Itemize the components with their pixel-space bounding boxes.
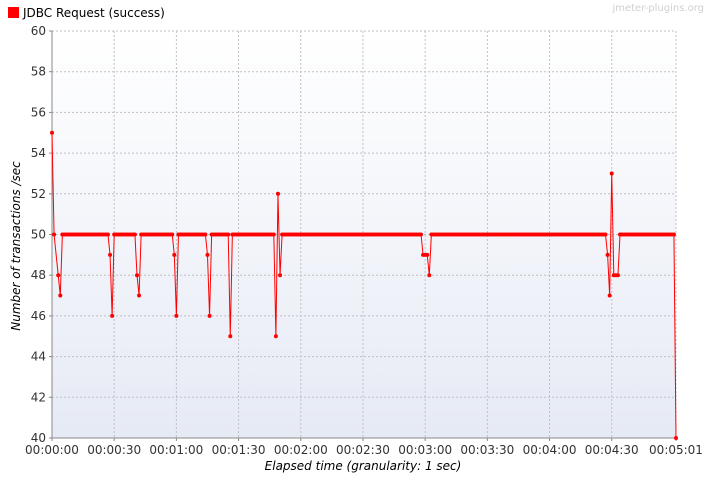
x-tick-label: 00:02:30: [336, 443, 390, 457]
y-tick-label: 60: [31, 24, 46, 38]
y-tick-label: 48: [31, 268, 46, 282]
x-axis-ticks: 00:00:00 00:00:30 00:01:00 00:01:30 00:02:00…: [25, 438, 703, 457]
y-axis-ticks: 40 42 44 46 48 50 52 54 56 58 60: [31, 24, 52, 445]
data-point: [226, 232, 231, 237]
data-point: [56, 273, 61, 278]
x-tick-label: 00:00:30: [87, 443, 141, 457]
y-tick-label: 42: [31, 390, 46, 404]
data-point: [278, 273, 283, 278]
y-tick-label: 40: [31, 431, 46, 445]
x-axis-title: Elapsed time (granularity: 1 sec): [265, 459, 462, 473]
y-tick-label: 56: [31, 105, 46, 119]
y-tick-label: 50: [31, 228, 46, 242]
data-point: [273, 334, 278, 339]
data-point: [275, 191, 280, 196]
y-tick-label: 54: [31, 146, 46, 160]
data-point: [105, 232, 110, 237]
y-axis-title: Number of transactions /sec: [9, 161, 23, 331]
data-point: [607, 293, 612, 298]
data-point: [170, 232, 175, 237]
data-point: [58, 293, 63, 298]
data-point: [174, 313, 179, 318]
x-tick-label: 00:00:00: [25, 443, 79, 457]
data-point: [135, 273, 139, 278]
x-tick-label: 00:01:00: [149, 443, 203, 457]
data-point: [172, 252, 177, 257]
data-point: [271, 232, 276, 237]
y-tick-label: 52: [31, 187, 46, 201]
watermark: jmeter-plugins.org: [611, 3, 704, 14]
data-point: [605, 252, 610, 257]
data-point: [50, 130, 54, 135]
y-tick-label: 44: [31, 350, 46, 364]
x-tick-label: 00:04:30: [585, 443, 639, 457]
data-point: [427, 273, 432, 278]
data-point: [671, 232, 676, 237]
legend-swatch: [8, 7, 19, 18]
legend-label: JDBC Request (success): [22, 6, 165, 20]
y-tick-label: 58: [31, 65, 46, 79]
data-point: [419, 232, 424, 237]
data-point: [132, 232, 137, 237]
data-point: [609, 171, 614, 176]
data-point: [52, 232, 57, 237]
data-point: [108, 252, 113, 257]
x-tick-label: 00:05:01: [649, 443, 703, 457]
data-point: [110, 313, 115, 318]
data-point: [603, 232, 608, 237]
data-point: [205, 252, 210, 257]
data-point: [207, 313, 212, 318]
data-point: [203, 232, 208, 237]
x-tick-label: 00:02:00: [274, 443, 328, 457]
x-tick-label: 00:03:00: [398, 443, 452, 457]
data-point: [615, 273, 620, 278]
y-tick-label: 46: [31, 309, 46, 323]
x-tick-label: 00:01:30: [212, 443, 266, 457]
data-point: [137, 293, 142, 298]
data-point: [674, 436, 678, 440]
series-layer: [50, 130, 678, 440]
legend: JDBC Request (success): [8, 6, 165, 20]
x-tick-label: 00:04:00: [523, 443, 577, 457]
x-tick-label: 00:03:30: [460, 443, 514, 457]
data-point: [228, 334, 233, 339]
data-point: [425, 252, 430, 257]
